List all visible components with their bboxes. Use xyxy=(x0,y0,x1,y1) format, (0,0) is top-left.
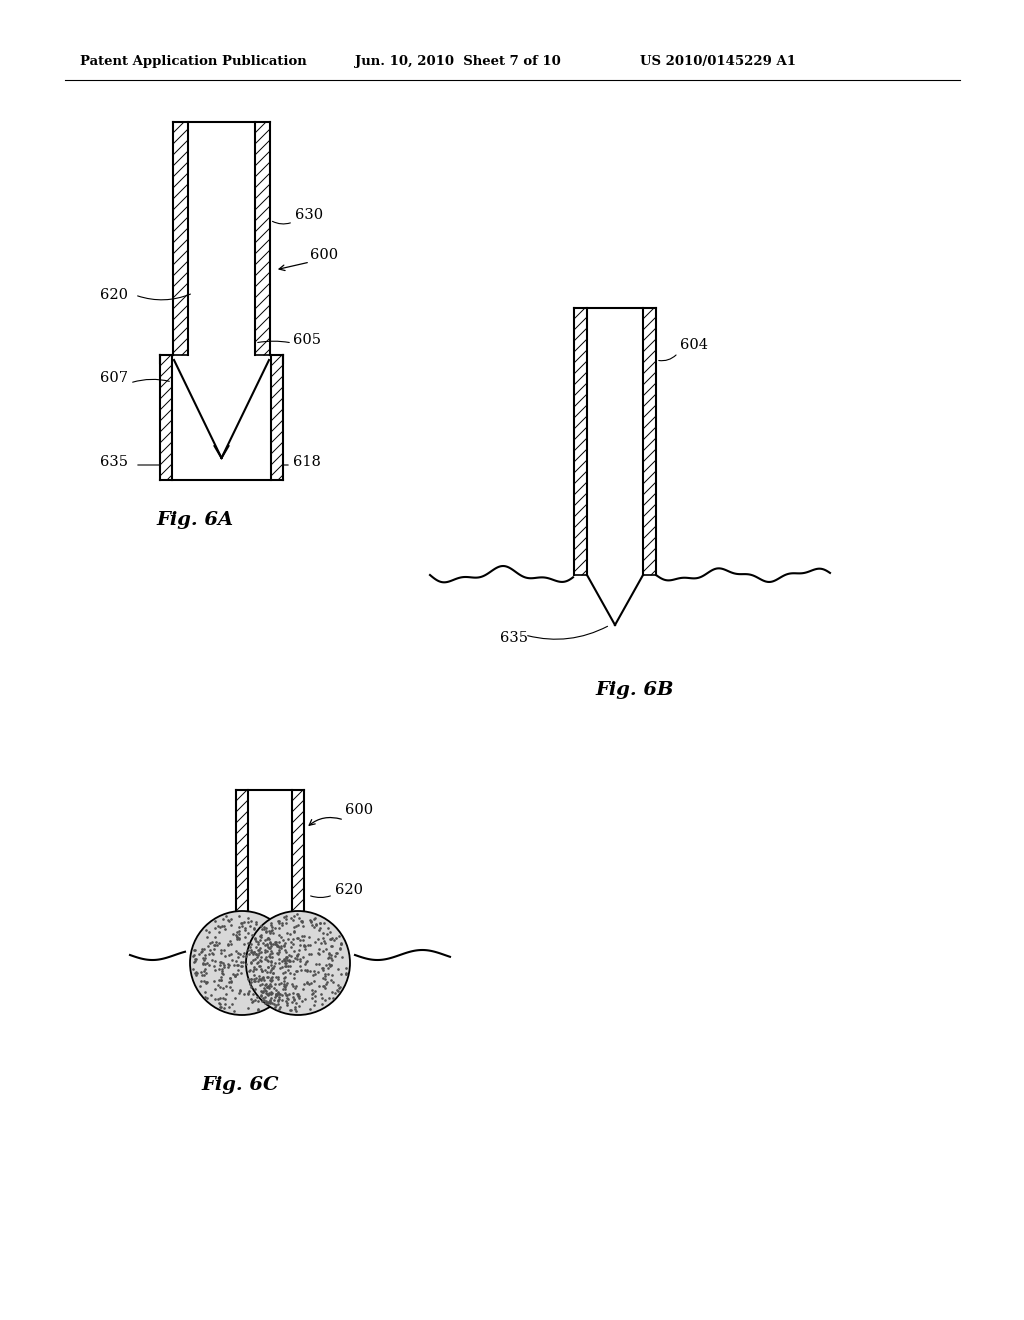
Text: 620: 620 xyxy=(100,288,128,302)
Circle shape xyxy=(246,911,350,1015)
Polygon shape xyxy=(255,121,270,355)
Text: 635: 635 xyxy=(100,455,128,469)
Text: US 2010/0145229 A1: US 2010/0145229 A1 xyxy=(640,55,796,69)
Text: Fig. 6C: Fig. 6C xyxy=(202,1076,279,1094)
Text: Jun. 10, 2010  Sheet 7 of 10: Jun. 10, 2010 Sheet 7 of 10 xyxy=(355,55,561,69)
Polygon shape xyxy=(236,789,248,954)
Text: 618: 618 xyxy=(293,455,321,469)
Text: 620: 620 xyxy=(335,883,362,898)
Polygon shape xyxy=(173,121,188,355)
Text: 605: 605 xyxy=(293,333,321,347)
Circle shape xyxy=(190,911,294,1015)
Text: 600: 600 xyxy=(345,803,373,817)
Text: Patent Application Publication: Patent Application Publication xyxy=(80,55,307,69)
Polygon shape xyxy=(271,355,283,480)
Text: 600: 600 xyxy=(310,248,338,261)
Polygon shape xyxy=(574,308,587,576)
Text: Fig. 6A: Fig. 6A xyxy=(157,511,233,529)
Text: Fig. 6B: Fig. 6B xyxy=(596,681,674,700)
Polygon shape xyxy=(160,355,172,480)
Polygon shape xyxy=(643,308,656,576)
Text: 630: 630 xyxy=(295,209,324,222)
Polygon shape xyxy=(292,789,304,954)
Text: 607: 607 xyxy=(100,371,128,385)
Text: 635: 635 xyxy=(500,631,528,645)
Text: 604: 604 xyxy=(680,338,708,352)
